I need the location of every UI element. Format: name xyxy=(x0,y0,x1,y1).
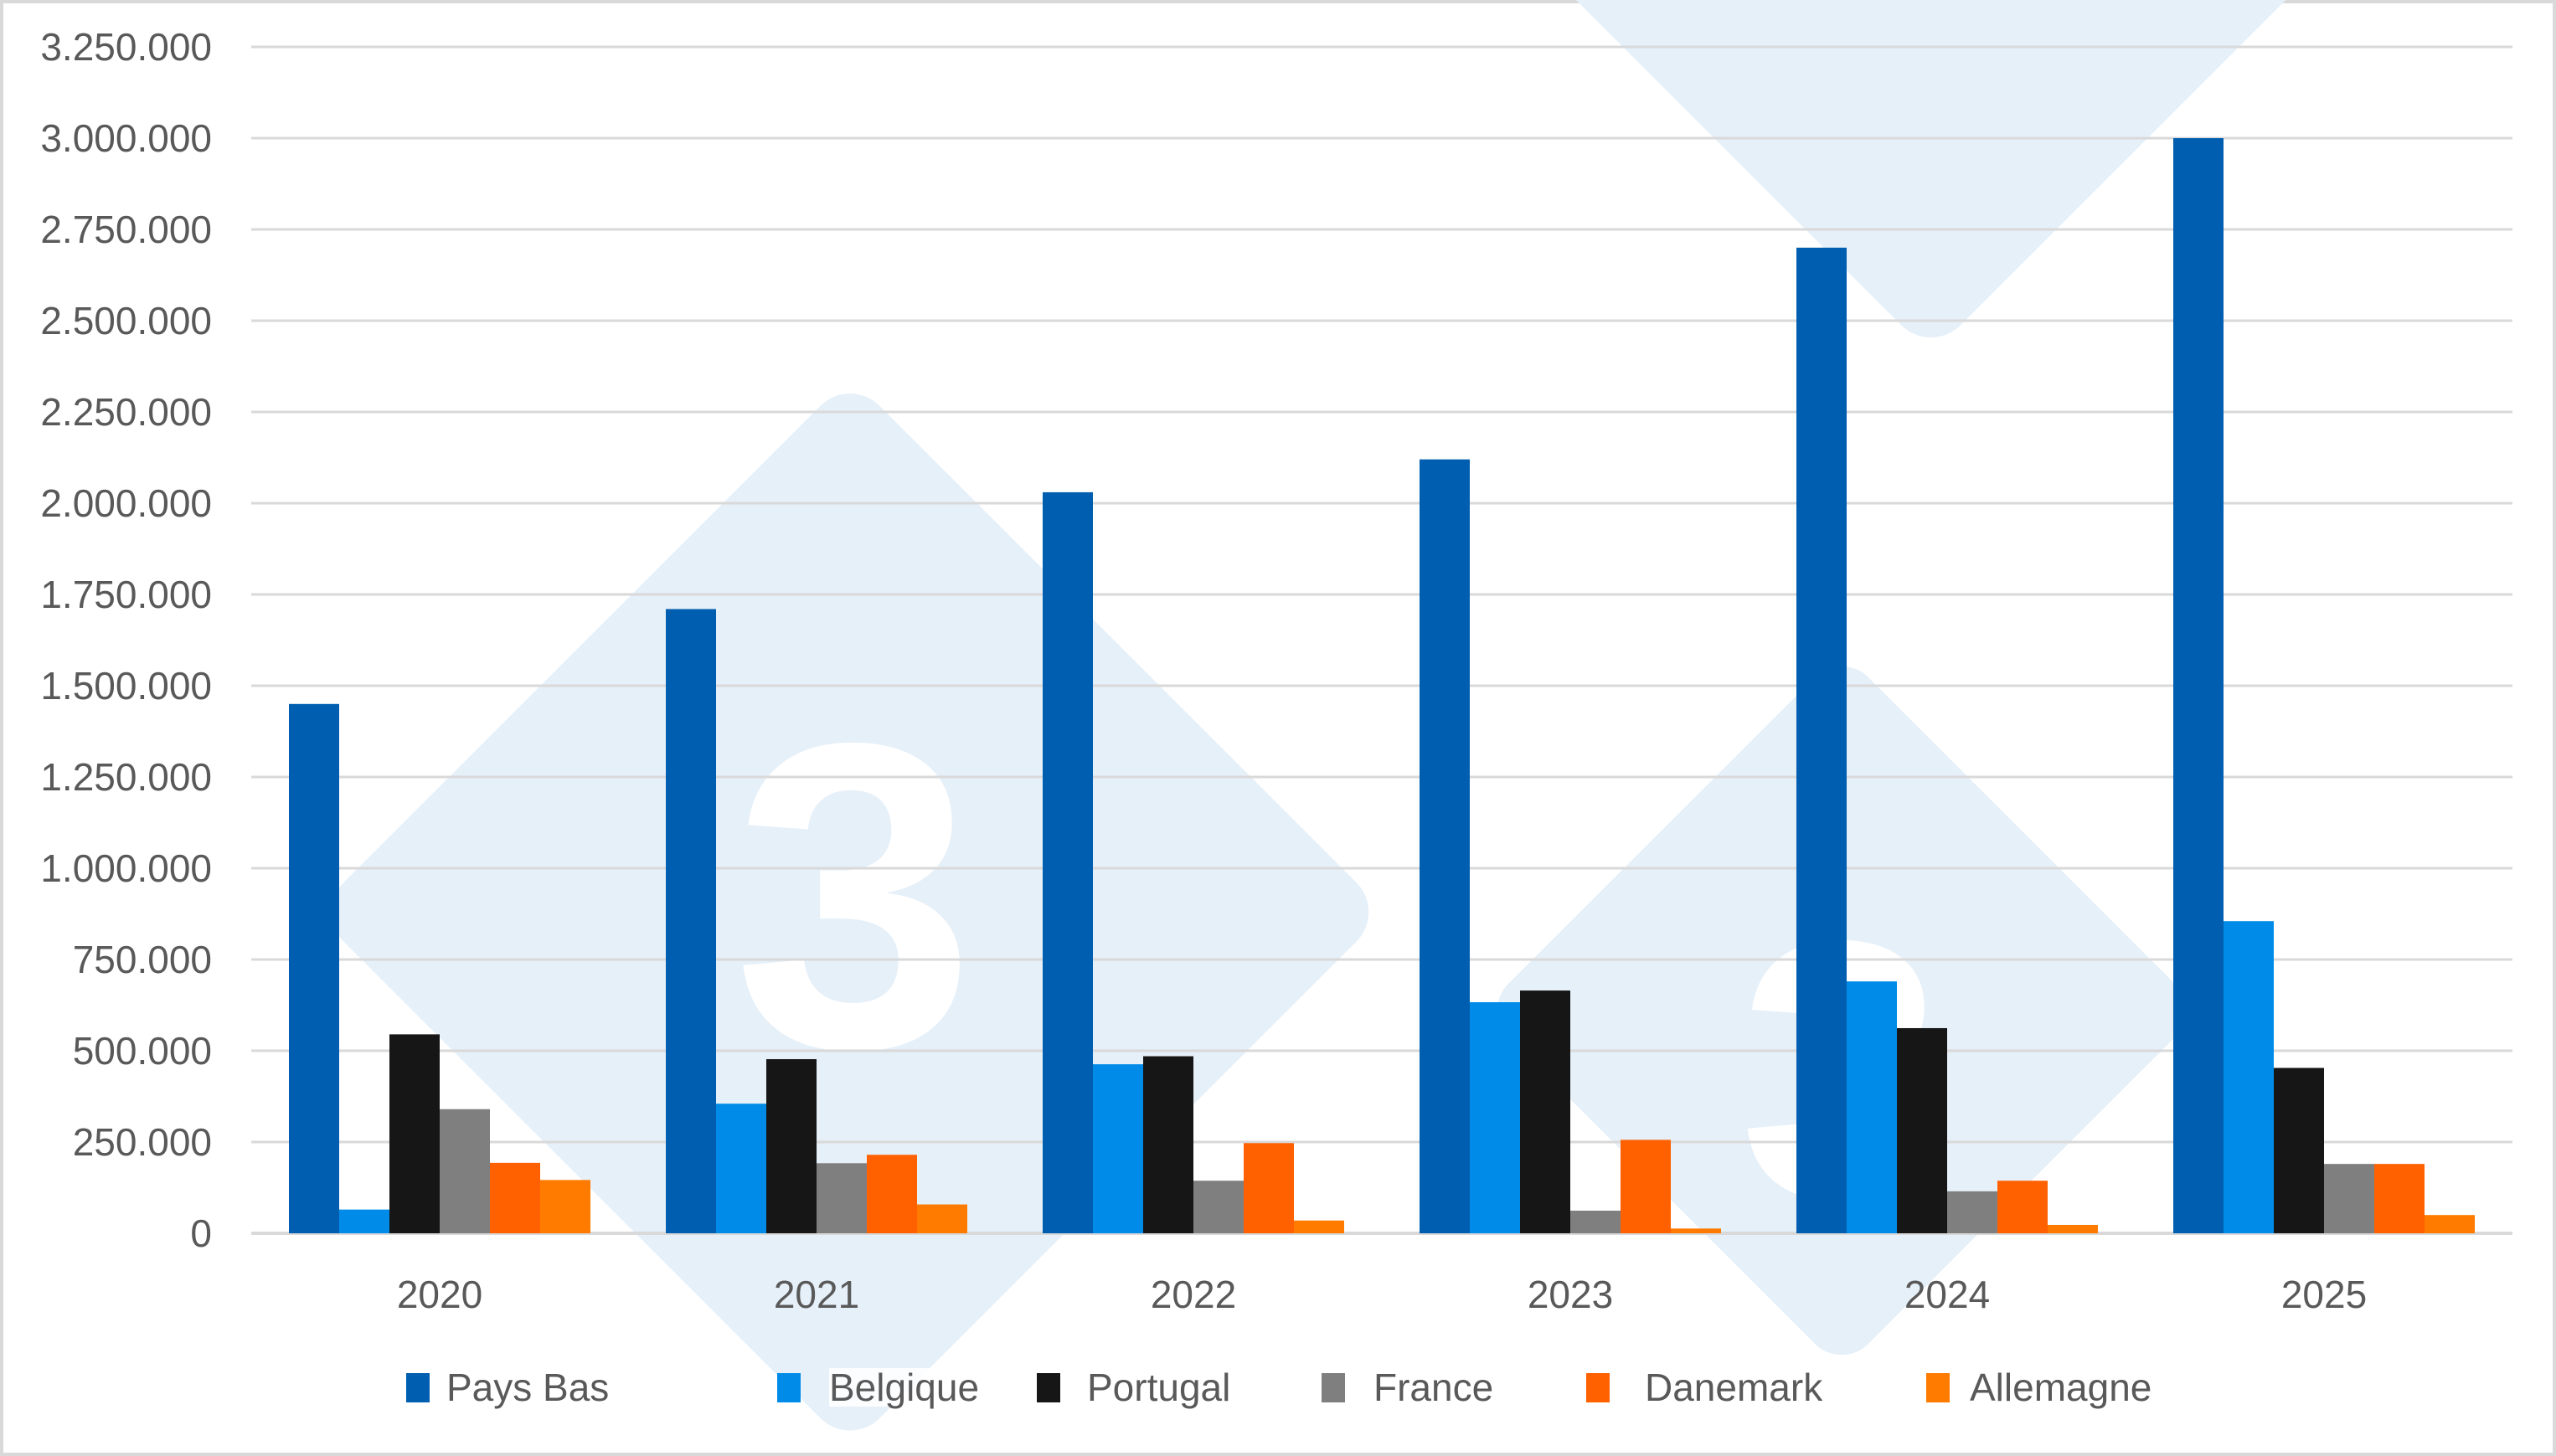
bar-france-2024[interactable]: France 2024: 115000 xyxy=(1947,1191,1997,1233)
legend-label: France xyxy=(1373,1368,1519,1407)
x-tick-label: 2025 xyxy=(2280,1273,2368,1316)
y-tick-label: 1.750.000 xyxy=(40,573,212,616)
legend-item-belgique[interactable]: Belgique xyxy=(777,1366,992,1408)
x-tick-label: 2021 xyxy=(773,1273,860,1316)
legend-swatch-icon xyxy=(406,1372,430,1402)
y-tick-label: 1.500.000 xyxy=(40,664,212,707)
legend-item-allemagne[interactable]: Allemagne xyxy=(1926,1366,2236,1408)
bar-portugal-2023[interactable]: Portugal 2023: 665000 xyxy=(1520,990,1570,1233)
bar-belgique-2020[interactable]: Belgique 2020: 65000 xyxy=(339,1209,389,1233)
legend-item-danemark[interactable]: Danemark xyxy=(1586,1366,1835,1408)
bar-pays-bas-2022[interactable]: Pays Bas 2022: 2030000 xyxy=(1043,491,1093,1233)
bar-portugal-2021[interactable]: Portugal 2021: 477000 xyxy=(766,1059,817,1233)
bar-belgique-2025[interactable]: Belgique 2025: 855000 xyxy=(2224,921,2274,1233)
legend-item-pays-bas[interactable]: Pays Bas xyxy=(406,1366,710,1408)
y-tick-label: 1.000.000 xyxy=(40,846,212,890)
y-tick-label: 750.000 xyxy=(72,938,212,981)
y-tick-label: 2.750.000 xyxy=(40,208,212,251)
bar-danemark-2022[interactable]: Danemark 2022: 247000 xyxy=(1244,1143,1294,1233)
x-tick-label: 2023 xyxy=(1527,1273,1614,1316)
bar-pays-bas-2025[interactable]: Pays Bas 2025: 3000000 xyxy=(2173,138,2224,1233)
legend-swatch-icon xyxy=(1926,1372,1950,1402)
legend-label: Pays Bas xyxy=(446,1368,710,1407)
y-tick-label: 3.000.000 xyxy=(40,116,212,160)
bar-belgique-2024[interactable]: Belgique 2024: 690000 xyxy=(1847,981,1897,1233)
bar-portugal-2025[interactable]: Portugal 2025: 453000 xyxy=(2274,1068,2324,1233)
bar-allemagne-2023[interactable]: Allemagne 2023: 13000 xyxy=(1671,1228,1721,1233)
bar-pays-bas-2024[interactable]: Pays Bas 2024: 2700000 xyxy=(1796,247,1847,1233)
bar-danemark-2024[interactable]: Danemark 2024: 144000 xyxy=(1997,1181,2048,1233)
bar-allemagne-2021[interactable]: Allemagne 2021: 79000 xyxy=(917,1204,967,1233)
legend-swatch-icon xyxy=(1586,1372,1610,1402)
legend-swatch-icon xyxy=(777,1372,801,1402)
legend-swatch-icon xyxy=(1322,1372,1345,1402)
bar-allemagne-2022[interactable]: Allemagne 2022: 35000 xyxy=(1294,1220,1344,1233)
bar-france-2025[interactable]: France 2025: 190000 xyxy=(2324,1164,2374,1233)
x-tick-label: 2024 xyxy=(1904,1273,1991,1316)
bar-danemark-2021[interactable]: Danemark 2021: 215000 xyxy=(867,1155,917,1233)
legend-label: Allemagne xyxy=(1970,1368,2236,1407)
y-tick-label: 2.000.000 xyxy=(40,481,212,525)
x-tick-label: 2022 xyxy=(1150,1273,1237,1316)
bar-portugal-2024[interactable]: Portugal 2024: 562000 xyxy=(1897,1027,1947,1233)
x-tick-label: 2020 xyxy=(396,1273,483,1316)
bar-france-2021[interactable]: France 2021: 192000 xyxy=(817,1163,867,1233)
bar-belgique-2022[interactable]: Belgique 2022: 463000 xyxy=(1093,1064,1143,1233)
bar-danemark-2023[interactable]: Danemark 2023: 256000 xyxy=(1621,1140,1671,1233)
y-tick-label: 250.000 xyxy=(72,1120,212,1164)
bar-allemagne-2024[interactable]: Allemagne 2024: 23000 xyxy=(2048,1224,2098,1233)
bar-pays-bas-2023[interactable]: Pays Bas 2023: 2120000 xyxy=(1420,459,1470,1233)
bar-portugal-2020[interactable]: Portugal 2020: 545000 xyxy=(389,1034,440,1233)
y-tick-label: 2.500.000 xyxy=(40,299,212,342)
y-tick-label: 0 xyxy=(190,1212,212,1255)
bar-france-2020[interactable]: France 2020: 340000 xyxy=(440,1109,490,1233)
legend-label: Danemark xyxy=(1645,1368,1835,1407)
bar-pays-bas-2021[interactable]: Pays Bas 2021: 1710000 xyxy=(666,609,716,1233)
legend-swatch-icon xyxy=(1037,1372,1060,1402)
y-tick-label: 3.250.000 xyxy=(40,25,212,69)
y-tick-label: 2.250.000 xyxy=(40,390,212,434)
legend-item-portugal[interactable]: Portugal xyxy=(1037,1366,1265,1408)
legend-item-france[interactable]: France xyxy=(1322,1366,1519,1408)
y-tick-label: 1.250.000 xyxy=(40,755,212,799)
bar-danemark-2020[interactable]: Danemark 2020: 193000 xyxy=(490,1162,540,1233)
bar-belgique-2023[interactable]: Belgique 2023: 633000 xyxy=(1470,1002,1520,1233)
bar-allemagne-2020[interactable]: Allemagne 2020: 146000 xyxy=(540,1180,590,1233)
legend-label: Belgique xyxy=(829,1368,992,1407)
bar-france-2022[interactable]: France 2022: 144000 xyxy=(1193,1181,1244,1233)
bar-allemagne-2025[interactable]: Allemagne 2025: 50000 xyxy=(2425,1215,2475,1233)
bar-pays-bas-2020[interactable]: Pays Bas 2020: 1450000 xyxy=(289,703,339,1233)
bar-danemark-2025[interactable]: Danemark 2025: 190000 xyxy=(2374,1164,2425,1233)
bar-france-2023[interactable]: France 2023: 62000 xyxy=(1570,1210,1621,1233)
legend-label: Portugal xyxy=(1087,1368,1265,1407)
y-tick-label: 500.000 xyxy=(72,1029,212,1073)
bar-belgique-2021[interactable]: Belgique 2021: 355000 xyxy=(716,1104,766,1233)
bar-portugal-2022[interactable]: Portugal 2022: 485000 xyxy=(1143,1056,1193,1233)
